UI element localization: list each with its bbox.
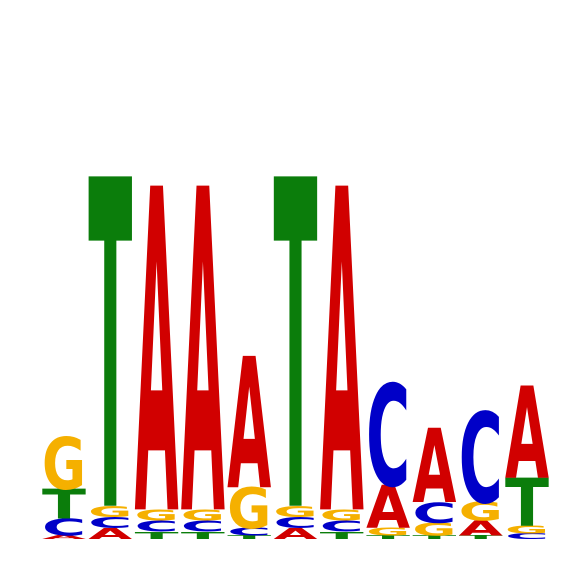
logo-letter-a-pos5: A — [227, 320, 271, 530]
logo-letter-c-pos8: C — [366, 357, 410, 519]
logo-letter-a-pos11: A — [505, 362, 549, 509]
logo-letter-t-pos2: T — [88, 88, 132, 566]
logo-letter-g-pos1: G — [42, 424, 86, 506]
logo-letter-a-pos9: A — [412, 409, 456, 526]
logo-letter-t-pos6: T — [274, 88, 318, 566]
logo-letter-a-pos7: A — [320, 97, 364, 566]
logo-letter-a-pos3: A — [135, 97, 179, 566]
logo-letter-c-pos10: C — [459, 387, 503, 532]
logo-letter-a-pos4: A — [181, 97, 225, 566]
